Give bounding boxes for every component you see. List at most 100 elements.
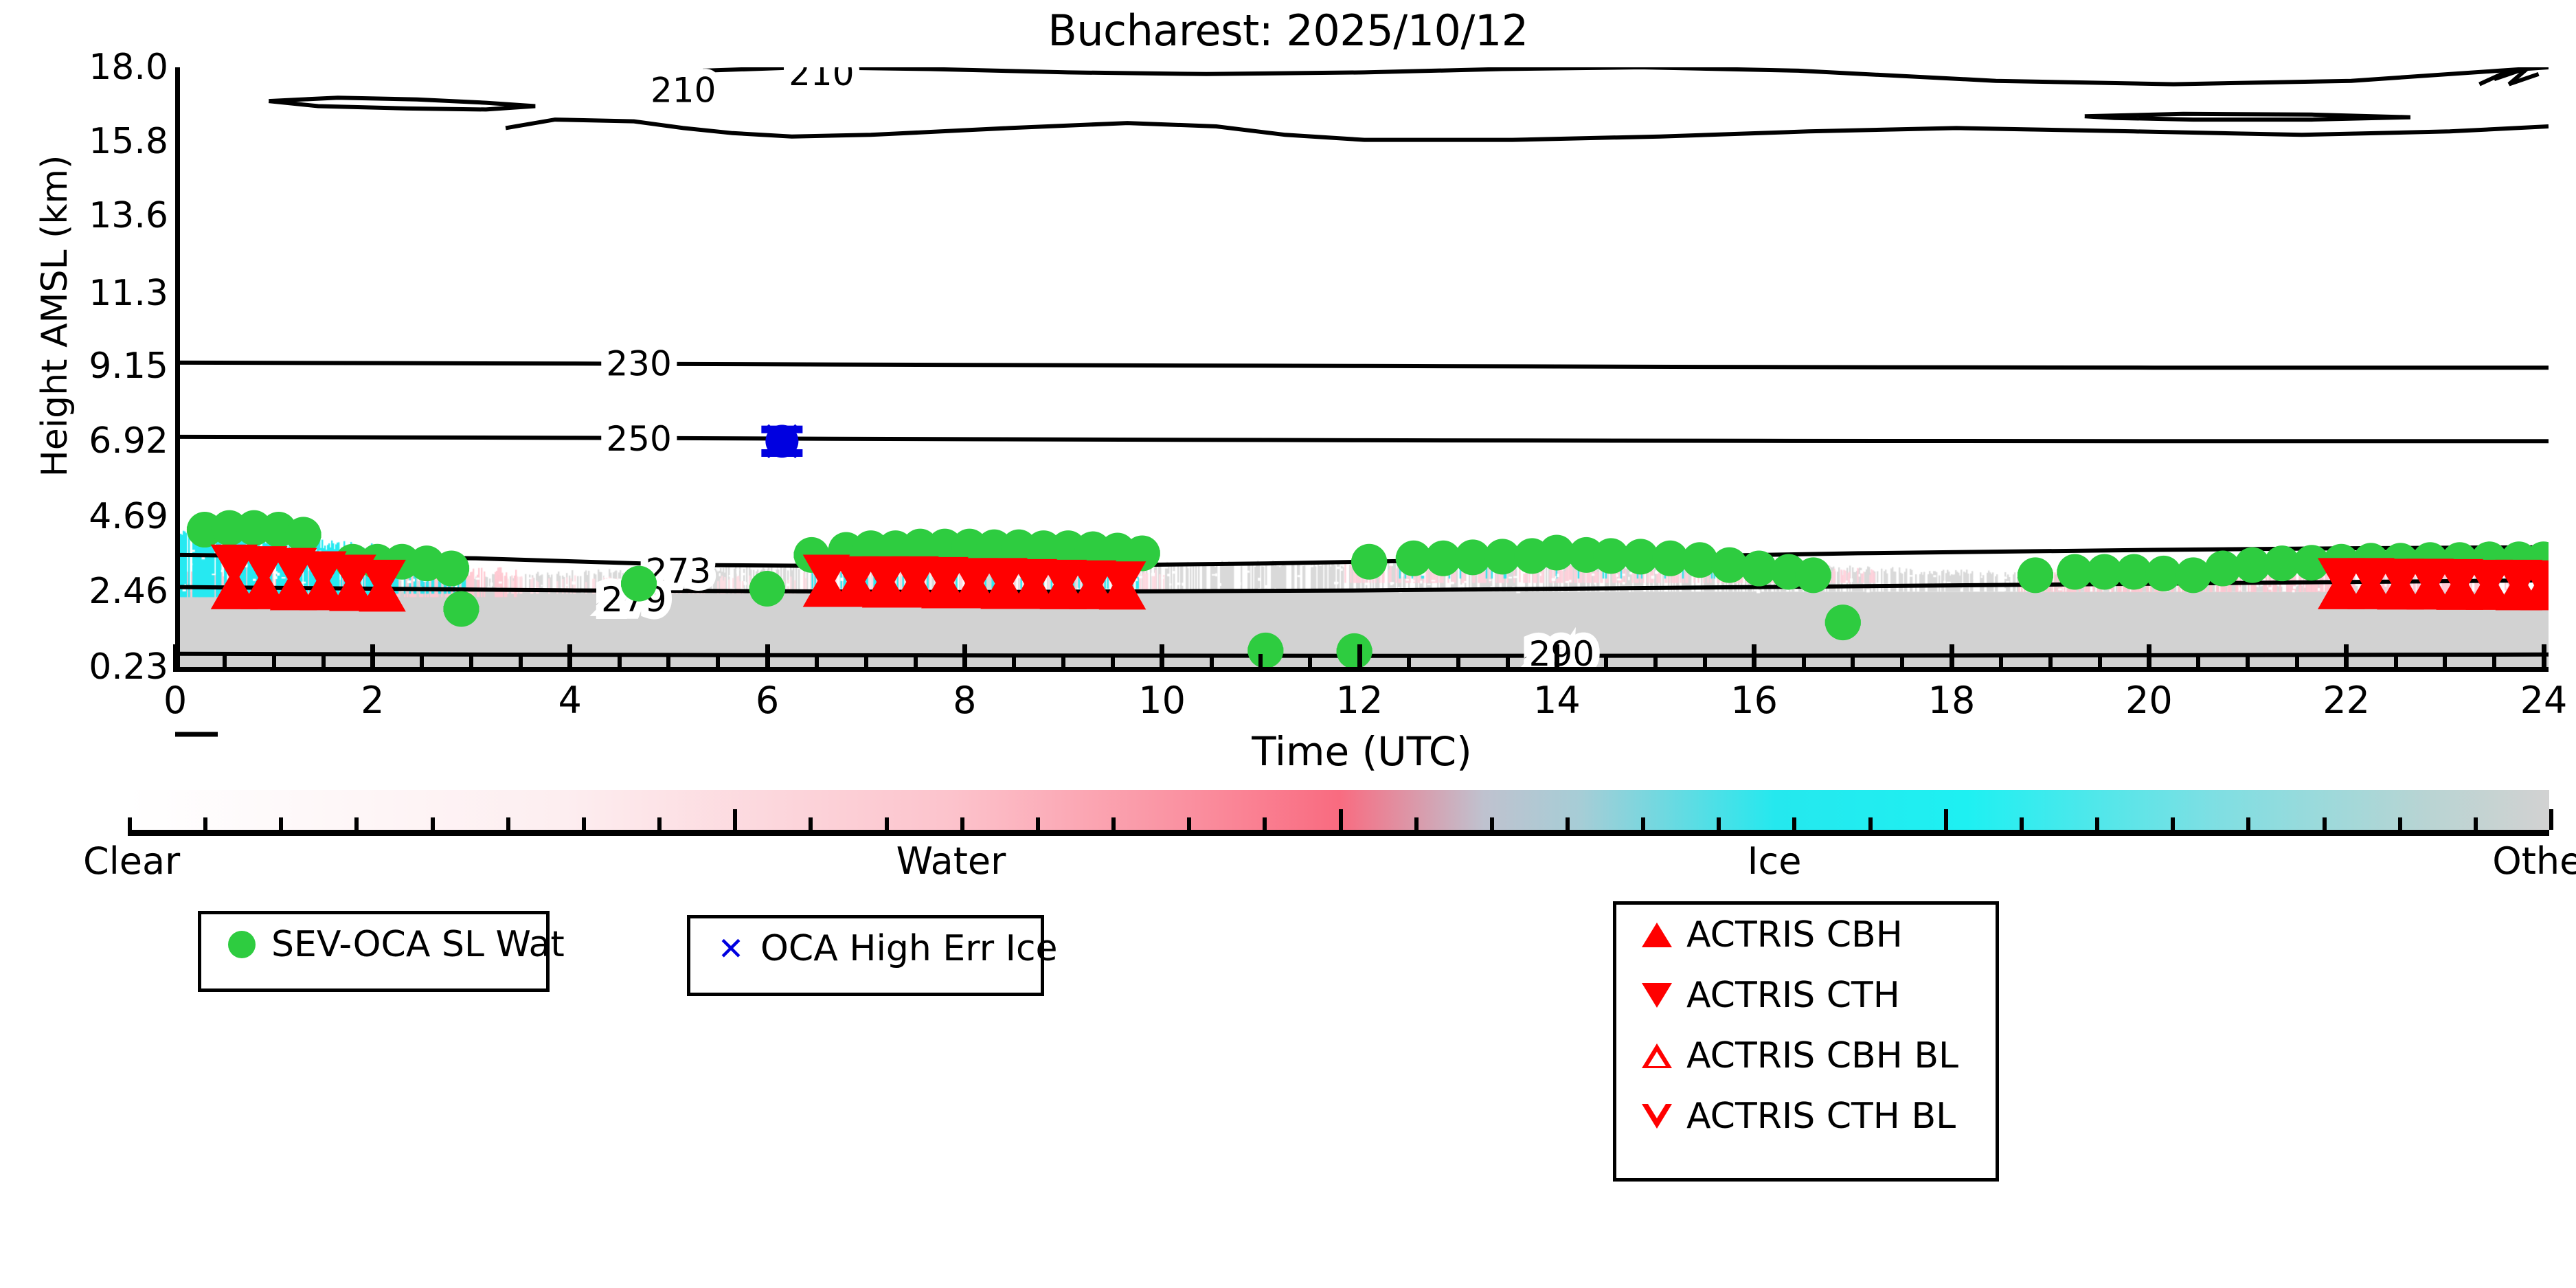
colorbar-label: Water xyxy=(896,839,1006,883)
data-point-marker xyxy=(749,571,785,607)
x-tick-minor xyxy=(2097,654,2102,672)
data-point-marker xyxy=(1026,530,1062,567)
data-point-marker xyxy=(1824,605,1861,641)
x-tick-major xyxy=(1357,644,1362,672)
x-tick-minor xyxy=(1998,654,2003,672)
legend-actris[interactable]: ACTRIS CBH ACTRIS CTH ACTRIS CBH BL ACTR… xyxy=(1613,901,1999,1182)
legend-item-oca-high-err-ice[interactable]: ✕ OCA High Err Ice xyxy=(690,918,1058,979)
data-point-marker xyxy=(2017,557,2053,594)
series-actris-cbh xyxy=(210,565,2549,612)
x-tick-major xyxy=(567,644,573,672)
legend-item-actris-cbh-bl[interactable]: ACTRIS CBH BL xyxy=(1616,1026,1996,1086)
x-tick-minor xyxy=(420,654,425,672)
data-point-marker xyxy=(359,570,406,612)
x-tick-major xyxy=(1554,644,1559,672)
colorbar-axis-line xyxy=(128,830,2549,836)
page-title: Bucharest: 2025/10/12 xyxy=(1048,5,1528,56)
data-point-marker xyxy=(2347,567,2395,609)
data-point-marker xyxy=(927,528,963,565)
triangle-down-open-icon xyxy=(1634,1104,1680,1129)
colorbar-tick xyxy=(2095,817,2100,830)
plot-area[interactable]: 2102102102102302302502502732732792792902… xyxy=(175,67,2549,672)
data-point-marker xyxy=(921,567,969,609)
x-tick-label: 14 xyxy=(1533,679,1581,722)
x-tick-minor xyxy=(913,654,918,672)
x-tick-labels: 0 2 4 6 8 10 12 14 16 18 20 22 24 xyxy=(163,679,2568,722)
legend-label: ACTRIS CTH xyxy=(1686,975,1900,1016)
x-tick-minor xyxy=(2196,654,2201,672)
y-tick-label: 9.15 xyxy=(89,345,168,387)
x-tick-marks xyxy=(172,622,2549,672)
svg-text:210: 210 xyxy=(789,67,854,93)
colorbar-label: Ice xyxy=(1747,839,1802,883)
colorbar-tick xyxy=(2019,817,2024,830)
colorbar-tick xyxy=(2549,809,2553,830)
x-tick-minor xyxy=(2492,654,2497,672)
colorbar-tick xyxy=(128,817,132,830)
x-tick-major xyxy=(1949,644,1954,672)
plot-overlay: 2102102102102302302502502732732792792902… xyxy=(180,67,2549,667)
data-point-marker xyxy=(1795,557,1831,594)
svg-text:210: 210 xyxy=(651,70,716,110)
legend-label: SEV-OCA SL Wat xyxy=(271,924,565,965)
x-tick-minor xyxy=(1012,654,1017,672)
legend-label: OCA High Err Ice xyxy=(760,928,1058,969)
data-point-marker xyxy=(832,565,880,607)
svg-text:250: 250 xyxy=(606,419,671,459)
x-tick-major xyxy=(2541,644,2546,672)
x-tick-minor xyxy=(1851,654,1855,672)
data-point-marker xyxy=(433,550,470,587)
legend-item-actris-cth[interactable]: ACTRIS CTH xyxy=(1616,965,1996,1026)
x-tick-major xyxy=(765,644,770,672)
colorbar-tick xyxy=(2473,817,2478,830)
colorbar-tick xyxy=(884,817,889,830)
x-tick-minor xyxy=(617,654,622,672)
x-tick-minor xyxy=(666,654,671,672)
isotherm-contour-extra-1 xyxy=(2084,111,2410,122)
data-point-marker xyxy=(2057,554,2093,590)
x-tick-minor xyxy=(1258,654,1263,672)
data-point-marker xyxy=(976,529,1013,565)
legend-oca-high-err[interactable]: ✕ OCA High Err Ice xyxy=(687,915,1058,996)
isotherm-contour-c210b xyxy=(703,67,2549,87)
data-point-marker xyxy=(980,567,1028,609)
colorbar-tick xyxy=(2397,817,2402,830)
colorbar-tick xyxy=(1263,817,1267,830)
legend-sev-oca[interactable]: SEV-OCA SL Wat xyxy=(198,911,565,992)
colorbar-tick xyxy=(581,817,586,830)
series-actris-cth xyxy=(210,544,2549,603)
svg-text:210: 210 xyxy=(651,70,716,110)
data-point-marker xyxy=(2436,568,2484,610)
x-tick-minor xyxy=(863,654,868,672)
x-tick-minor xyxy=(321,654,326,672)
data-point-marker xyxy=(240,546,288,588)
legend-item-actris-cth-bl[interactable]: ACTRIS CTH BL xyxy=(1616,1086,1996,1146)
x-tick-minor xyxy=(2246,654,2250,672)
data-point-marker xyxy=(1247,632,1284,667)
x-tick-minor xyxy=(1110,654,1115,672)
colorbar-tick xyxy=(203,817,208,830)
colorbar[interactable]: Clear Water Ice Other xyxy=(83,790,2576,883)
isotherm-contour-extra-0 xyxy=(268,95,536,112)
colorbar-tick xyxy=(960,817,964,830)
x-tick-minor xyxy=(814,654,819,672)
data-point-marker xyxy=(269,569,317,611)
data-point-marker xyxy=(285,517,321,553)
legend-item-actris-cbh[interactable]: ACTRIS CBH xyxy=(1616,905,1996,965)
x-tick-major xyxy=(172,644,178,672)
colorbar-tick xyxy=(2171,817,2176,830)
data-point-marker xyxy=(1484,539,1521,575)
data-point-marker xyxy=(1593,538,1629,574)
y-tick-label: 6.92 xyxy=(89,420,168,462)
legend-item-sev-oca-sl-wat[interactable]: SEV-OCA SL Wat xyxy=(201,914,565,975)
y-tick-labels: 18.0 15.8 13.6 11.3 9.15 6.92 4.69 2.46 0.23 xyxy=(0,0,170,688)
colorbar-tick xyxy=(1641,817,1646,830)
data-point-marker xyxy=(2406,568,2454,610)
x-tick-minor xyxy=(2443,654,2448,672)
data-point-marker xyxy=(902,528,938,565)
colorbar-tick xyxy=(1187,817,1192,830)
colorbar-tick xyxy=(1414,817,1419,830)
